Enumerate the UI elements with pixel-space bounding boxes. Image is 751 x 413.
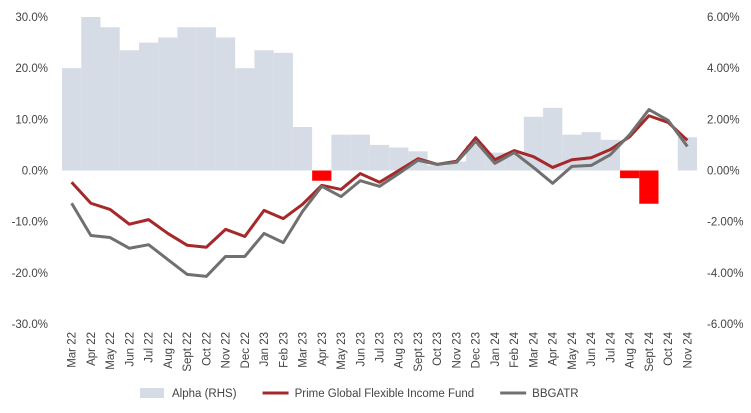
x-tick-label: Oct 23 [432, 332, 444, 366]
bar [677, 137, 697, 171]
bar [119, 50, 139, 171]
y2-tick-label: 2.00% [707, 114, 740, 126]
bar [312, 170, 332, 181]
bar [581, 132, 601, 171]
x-tick-label: Apr 24 [548, 331, 560, 365]
bar [639, 170, 659, 204]
bar [62, 68, 82, 171]
x-tick-label: Dec 23 [471, 332, 483, 368]
x-tick-label: Dec 22 [240, 332, 252, 368]
x-tick-label: Aug 24 [625, 331, 637, 368]
y-tick-label: 20.0% [15, 63, 48, 75]
y2-tick-label: -6.00% [707, 319, 743, 331]
bar [523, 116, 544, 171]
x-tick-label: Apr 22 [86, 332, 98, 366]
bar [100, 27, 120, 171]
bar [235, 68, 255, 171]
x-tick-label: Jun 23 [355, 332, 367, 367]
x-tick-label: Oct 24 [663, 331, 675, 365]
y2-tick-label: 0.00% [707, 166, 740, 178]
bar [350, 134, 370, 171]
x-tick-label: Jul 23 [375, 332, 387, 363]
x-tick-label: Sept 22 [182, 332, 194, 372]
x-tick-label: Aug 22 [163, 332, 175, 368]
y2-tick-label: 4.00% [707, 63, 740, 75]
x-tick-label: Jul 24 [605, 331, 617, 362]
x-tick-label: Apr 23 [317, 332, 329, 366]
x-tick-label: Jun 24 [586, 331, 598, 366]
bar [158, 37, 178, 171]
x-tick-label: Aug 23 [394, 332, 406, 368]
bar [369, 144, 390, 171]
y-tick-label: 30.0% [15, 12, 48, 24]
bar [81, 17, 101, 171]
y-tick-label: -20.0% [12, 268, 48, 280]
x-tick-label: May 22 [105, 332, 117, 370]
x-tick-label: Feb 24 [509, 331, 521, 367]
legend-label: Prime Global Flexible Income Fund [295, 388, 475, 400]
bar [446, 161, 467, 171]
x-tick-label: May 23 [336, 332, 348, 370]
x-tick-label: Sept 23 [413, 332, 425, 372]
bar [331, 134, 351, 171]
bar [389, 147, 409, 171]
bar [273, 52, 293, 171]
x-tick-label: Mar 24 [528, 331, 540, 367]
x-tick-label: Oct 22 [201, 332, 213, 366]
y-tick-label: 0.0% [22, 166, 48, 178]
legend-label: BBGATR [532, 388, 578, 400]
y-tick-label: -10.0% [12, 217, 48, 229]
y-tick-label: 10.0% [15, 114, 48, 126]
legend-label: Alpha (RHS) [172, 388, 237, 400]
bar [215, 37, 236, 171]
x-tick-label: Mar 23 [298, 332, 310, 368]
x-tick-label: Jun 22 [124, 332, 136, 367]
bar [196, 27, 216, 171]
x-tick-label: Mar 22 [67, 332, 79, 368]
x-tick-label: Nov 22 [221, 332, 233, 368]
bar [466, 144, 486, 171]
bar [254, 50, 274, 171]
line [70, 114, 689, 249]
bar [138, 42, 159, 171]
x-tick-label: Sept 24 [644, 331, 656, 371]
bar [427, 165, 447, 171]
line [70, 108, 689, 278]
x-tick-label: Jan 23 [259, 332, 271, 367]
x-tick-label: Feb 23 [278, 332, 290, 368]
legend-swatch [140, 388, 164, 398]
x-tick-label: Nov 23 [451, 332, 463, 368]
bar [620, 170, 640, 179]
bar [543, 107, 563, 171]
y2-tick-label: -2.00% [707, 217, 743, 229]
y2-tick-label: -4.00% [707, 268, 743, 280]
x-tick-label: Nov 24 [682, 331, 694, 368]
y2-tick-label: 6.00% [707, 12, 740, 24]
y-tick-label: -30.0% [12, 319, 48, 331]
x-tick-label: Jul 22 [144, 332, 156, 363]
x-tick-label: Jan 24 [490, 331, 502, 366]
bar [177, 27, 197, 171]
bar [292, 127, 313, 171]
x-tick-label: May 24 [567, 331, 579, 369]
